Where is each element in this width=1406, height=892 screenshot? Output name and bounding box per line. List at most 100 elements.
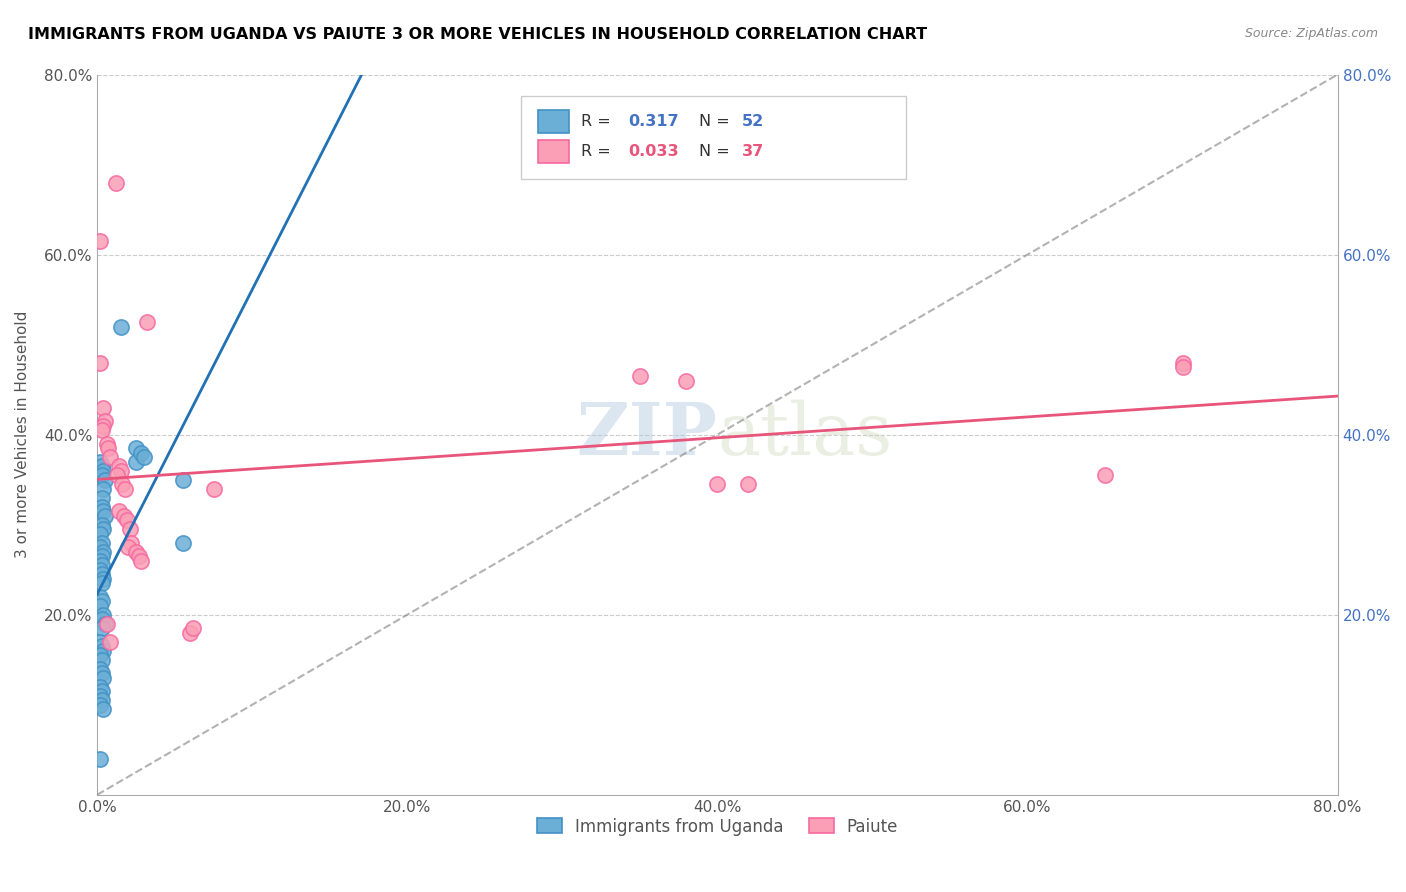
Text: 0.033: 0.033 xyxy=(628,145,679,159)
Text: atlas: atlas xyxy=(717,400,893,470)
Text: R =: R = xyxy=(581,114,616,128)
Point xyxy=(89,554,111,568)
Point xyxy=(89,355,111,369)
Point xyxy=(108,459,131,474)
Point xyxy=(1171,360,1194,375)
Point xyxy=(93,671,115,685)
Point xyxy=(107,468,129,483)
Point xyxy=(89,599,111,613)
Point xyxy=(89,662,111,676)
Point xyxy=(125,455,148,469)
Point xyxy=(98,450,121,464)
Point xyxy=(94,414,117,428)
Point xyxy=(706,477,728,491)
Point xyxy=(108,504,131,518)
Point xyxy=(93,504,115,518)
Point xyxy=(90,567,112,582)
Text: Source: ZipAtlas.com: Source: ZipAtlas.com xyxy=(1244,27,1378,40)
Point xyxy=(90,468,112,483)
Point xyxy=(90,500,112,514)
Point xyxy=(90,653,112,667)
Point xyxy=(90,612,112,626)
Point xyxy=(110,464,132,478)
Point xyxy=(90,535,112,549)
Point xyxy=(111,477,134,491)
Point xyxy=(90,666,112,681)
Point xyxy=(93,702,115,716)
Point xyxy=(90,549,112,563)
Point xyxy=(675,374,697,388)
Point xyxy=(1171,355,1194,369)
Point xyxy=(89,590,111,604)
Text: ZIP: ZIP xyxy=(576,399,717,470)
Point xyxy=(93,482,115,496)
Point xyxy=(90,693,112,707)
Text: R =: R = xyxy=(581,145,616,159)
Point xyxy=(90,594,112,608)
Point xyxy=(1094,468,1116,483)
Point xyxy=(202,482,225,496)
FancyBboxPatch shape xyxy=(537,140,568,163)
Text: 0.317: 0.317 xyxy=(628,114,679,128)
Point xyxy=(96,436,118,450)
Point xyxy=(117,540,139,554)
Point xyxy=(89,234,111,248)
Point xyxy=(129,445,152,459)
Point xyxy=(90,639,112,653)
Y-axis label: 3 or more Vehicles in Household: 3 or more Vehicles in Household xyxy=(15,311,30,558)
Point xyxy=(132,450,155,464)
Point xyxy=(125,544,148,558)
Point xyxy=(89,698,111,712)
Point xyxy=(90,491,112,505)
Point xyxy=(90,576,112,591)
Point xyxy=(93,401,115,415)
Point xyxy=(129,554,152,568)
Point xyxy=(110,319,132,334)
Point xyxy=(118,522,141,536)
FancyBboxPatch shape xyxy=(522,96,905,179)
Point xyxy=(89,526,111,541)
Point xyxy=(179,625,201,640)
Point xyxy=(93,607,115,622)
Point xyxy=(90,558,112,573)
Point xyxy=(172,473,194,487)
Point xyxy=(94,508,117,523)
Point xyxy=(97,441,120,455)
Point xyxy=(104,176,127,190)
Text: 52: 52 xyxy=(742,114,765,128)
Point xyxy=(114,482,136,496)
Point xyxy=(89,455,111,469)
Point xyxy=(125,441,148,455)
Point xyxy=(93,572,115,586)
Point xyxy=(112,508,135,523)
Point xyxy=(183,621,205,635)
Point xyxy=(96,616,118,631)
Point xyxy=(737,477,759,491)
Point xyxy=(94,616,117,631)
Point xyxy=(98,634,121,648)
Point xyxy=(89,540,111,554)
Point xyxy=(628,369,651,384)
Point xyxy=(90,621,112,635)
Legend: Immigrants from Uganda, Paiute: Immigrants from Uganda, Paiute xyxy=(529,809,907,844)
Point xyxy=(172,535,194,549)
Point xyxy=(90,459,112,474)
Point xyxy=(128,549,150,563)
Point xyxy=(93,522,115,536)
Text: IMMIGRANTS FROM UGANDA VS PAIUTE 3 OR MORE VEHICLES IN HOUSEHOLD CORRELATION CHA: IMMIGRANTS FROM UGANDA VS PAIUTE 3 OR MO… xyxy=(28,27,927,42)
Point xyxy=(90,423,112,437)
FancyBboxPatch shape xyxy=(537,110,568,133)
Point xyxy=(115,513,138,527)
Point xyxy=(120,535,142,549)
Point xyxy=(90,517,112,532)
Point xyxy=(93,418,115,433)
Point xyxy=(90,684,112,698)
Point xyxy=(93,464,115,478)
Point xyxy=(89,689,111,703)
Point xyxy=(94,473,117,487)
Text: N =: N = xyxy=(699,145,735,159)
Point xyxy=(89,648,111,662)
Point xyxy=(89,634,111,648)
Point xyxy=(89,680,111,694)
Text: N =: N = xyxy=(699,114,735,128)
